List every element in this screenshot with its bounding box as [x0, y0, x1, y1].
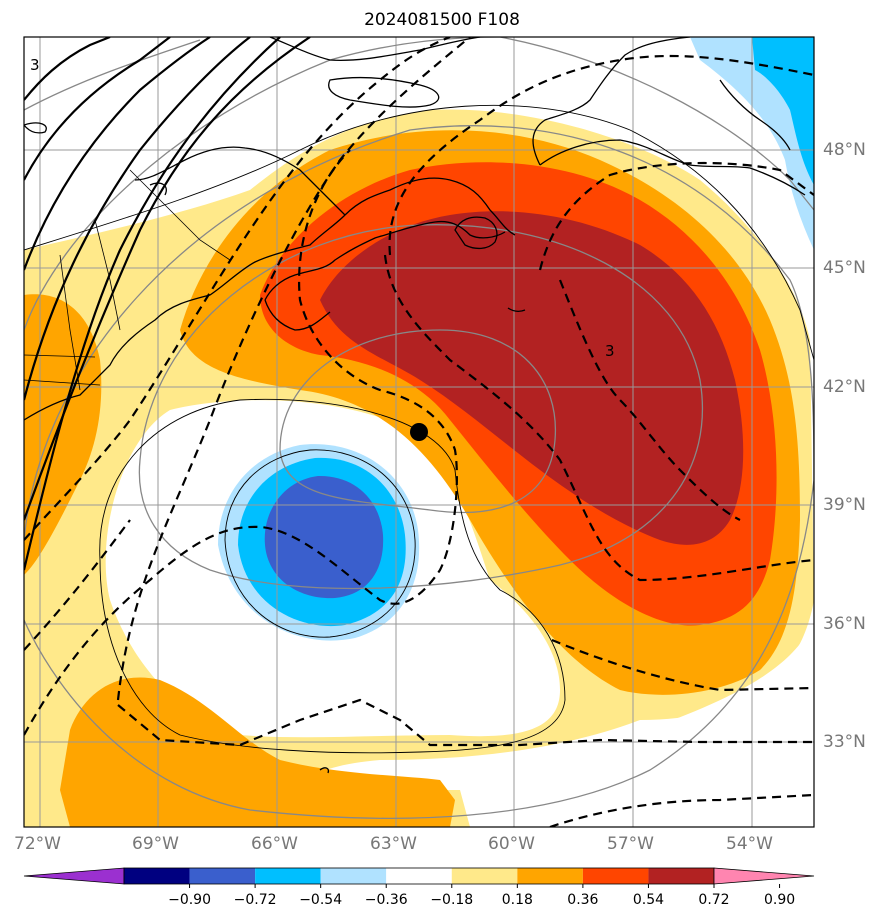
lon-label-72w: 72°W [14, 834, 61, 854]
colorbar-swatch [517, 868, 583, 884]
lat-label-33: 33°N [823, 732, 866, 752]
lat-label-45: 45°N [823, 258, 866, 278]
lon-label-57w: 57°W [607, 834, 654, 854]
lon-label-69w: 69°W [132, 834, 179, 854]
colorbar-label: 0.72 [698, 892, 730, 908]
colorbar-swatch [648, 868, 714, 884]
lon-label-63w: 63°W [370, 834, 417, 854]
map-frame [23, 36, 815, 828]
colorbar-extend-min [23, 867, 125, 885]
lat-label-42: 42°N [823, 377, 866, 397]
colorbar-label: 0.54 [632, 892, 665, 908]
colorbar-swatch [124, 868, 190, 884]
colorbar [23, 867, 815, 888]
fill-dark-red [320, 211, 744, 545]
lon-label-60w: 60°W [488, 834, 535, 854]
colorbar-swatch [320, 868, 387, 884]
colorbar-label: −0.36 [364, 892, 408, 908]
colorbar-label: −0.54 [299, 892, 343, 908]
contour-label-nw: 3 [30, 56, 40, 74]
colorbar-label: 0.90 [763, 892, 796, 908]
coastline [24, 37, 806, 774]
contour-label-center: 3 [605, 342, 615, 360]
thin-contours [24, 104, 814, 754]
lat-label-39: 39°N [823, 495, 866, 515]
map-content: 3 3 [24, 37, 814, 827]
storm-center-dot [410, 423, 428, 441]
fill-white-north [24, 37, 460, 215]
colorbar-swatch [582, 868, 649, 884]
solid-contours [24, 37, 311, 571]
colorbar-label: 0.18 [501, 892, 533, 908]
colorbar-swatch [255, 868, 321, 884]
lon-label-66w: 66°W [251, 834, 298, 854]
colorbar-extend-max [713, 867, 815, 885]
colorbar-label: −0.18 [430, 892, 474, 908]
colorbar-swatch [386, 868, 452, 884]
colorbar-label: −0.90 [168, 892, 211, 908]
colorbar-label: 0.36 [567, 892, 599, 908]
fill-white-southeast [480, 620, 814, 827]
colorbar-swatch [451, 868, 518, 884]
fill-royal-blue [264, 475, 384, 599]
anomaly-fill [24, 37, 814, 827]
fill-corner-deep-blue [752, 37, 814, 185]
borders [24, 169, 231, 391]
gray-contours [24, 37, 814, 819]
fill-orange-southwest [60, 677, 455, 827]
colorbar-label: −0.72 [233, 892, 277, 908]
map-title: 2024081500 F108 [364, 10, 520, 30]
fill-white-east [480, 37, 814, 250]
lon-label-54w: 54°W [726, 834, 773, 854]
colorbar-swatch [189, 868, 256, 884]
lat-label-36: 36°N [823, 614, 866, 634]
lat-label-48: 48°N [823, 140, 866, 160]
